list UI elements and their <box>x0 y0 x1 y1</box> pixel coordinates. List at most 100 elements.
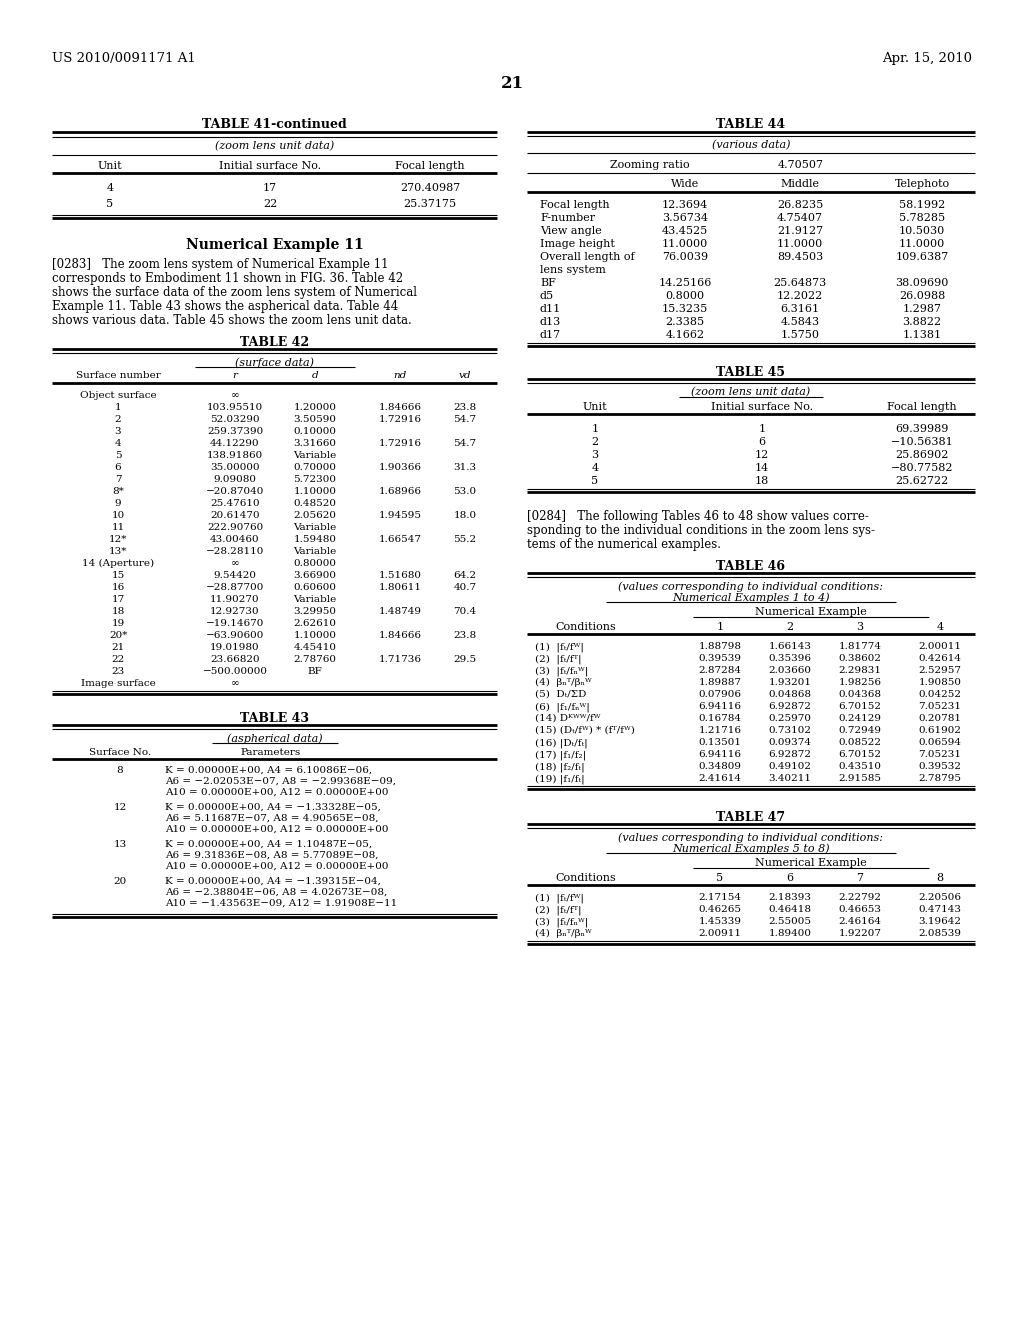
Text: 8: 8 <box>117 766 123 775</box>
Text: (values corresponding to individual conditions:: (values corresponding to individual cond… <box>618 832 884 842</box>
Text: 3.66900: 3.66900 <box>294 572 337 579</box>
Text: 2.08539: 2.08539 <box>919 929 962 939</box>
Text: d11: d11 <box>540 304 561 314</box>
Text: Surface number: Surface number <box>76 371 161 380</box>
Text: −28.87700: −28.87700 <box>206 583 264 591</box>
Text: 4: 4 <box>106 183 114 193</box>
Text: −500.00000: −500.00000 <box>203 667 267 676</box>
Text: (1)  |fₜ/fᵂ|: (1) |fₜ/fᵂ| <box>535 894 584 903</box>
Text: 15: 15 <box>112 572 125 579</box>
Text: 2: 2 <box>592 437 599 447</box>
Text: 15.3235: 15.3235 <box>662 304 709 314</box>
Text: A10 = 0.00000E+00, A12 = 0.00000E+00: A10 = 0.00000E+00, A12 = 0.00000E+00 <box>165 788 388 797</box>
Text: 23.66820: 23.66820 <box>210 655 260 664</box>
Text: TABLE 44: TABLE 44 <box>717 117 785 131</box>
Text: Focal length: Focal length <box>887 403 956 412</box>
Text: 21.9127: 21.9127 <box>777 226 823 236</box>
Text: (5)  Dₜ/ΣD: (5) Dₜ/ΣD <box>535 690 587 700</box>
Text: vd: vd <box>459 371 471 380</box>
Text: K = 0.00000E+00, A4 = −1.39315E−04,: K = 0.00000E+00, A4 = −1.39315E−04, <box>165 876 381 886</box>
Text: (19) |f₁/fₜ|: (19) |f₁/fₜ| <box>535 774 585 784</box>
Text: 1.72916: 1.72916 <box>379 440 422 447</box>
Text: US 2010/0091171 A1: US 2010/0091171 A1 <box>52 51 196 65</box>
Text: 18: 18 <box>755 477 769 486</box>
Text: 1: 1 <box>115 403 121 412</box>
Text: −10.56381: −10.56381 <box>891 437 953 447</box>
Text: 3.56734: 3.56734 <box>662 213 708 223</box>
Text: Variable: Variable <box>293 546 337 556</box>
Text: A6 = 9.31836E−08, A8 = 5.77089E−08,: A6 = 9.31836E−08, A8 = 5.77089E−08, <box>165 851 379 861</box>
Text: 12.3694: 12.3694 <box>662 201 709 210</box>
Text: A6 = −2.38804E−06, A8 = 4.02673E−08,: A6 = −2.38804E−06, A8 = 4.02673E−08, <box>165 888 387 898</box>
Text: 6.92872: 6.92872 <box>768 750 811 759</box>
Text: 1: 1 <box>717 622 724 632</box>
Text: 259.37390: 259.37390 <box>207 426 263 436</box>
Text: 7: 7 <box>115 475 121 484</box>
Text: A10 = 0.00000E+00, A12 = 0.00000E+00: A10 = 0.00000E+00, A12 = 0.00000E+00 <box>165 825 388 834</box>
Text: 3.29950: 3.29950 <box>294 607 337 616</box>
Text: 0.46418: 0.46418 <box>768 906 811 913</box>
Text: 1.1381: 1.1381 <box>902 330 941 341</box>
Text: 9.54420: 9.54420 <box>213 572 256 579</box>
Text: Focal length: Focal length <box>540 201 609 210</box>
Text: corresponds to Embodiment 11 shown in FIG. 36. Table 42: corresponds to Embodiment 11 shown in FI… <box>52 272 403 285</box>
Text: 18.0: 18.0 <box>454 511 476 520</box>
Text: 0.38602: 0.38602 <box>839 653 882 663</box>
Text: (2)  |fₜ/fᵀ|: (2) |fₜ/fᵀ| <box>535 906 582 915</box>
Text: 9: 9 <box>115 499 121 508</box>
Text: 3: 3 <box>115 426 121 436</box>
Text: Unit: Unit <box>97 161 122 172</box>
Text: TABLE 46: TABLE 46 <box>717 560 785 573</box>
Text: Middle: Middle <box>780 180 819 189</box>
Text: 0.42614: 0.42614 <box>919 653 962 663</box>
Text: A10 = 0.00000E+00, A12 = 0.00000E+00: A10 = 0.00000E+00, A12 = 0.00000E+00 <box>165 862 388 871</box>
Text: 6: 6 <box>759 437 766 447</box>
Text: −20.87040: −20.87040 <box>206 487 264 496</box>
Text: 3.31660: 3.31660 <box>294 440 337 447</box>
Text: A6 = 5.11687E−07, A8 = 4.90565E−08,: A6 = 5.11687E−07, A8 = 4.90565E−08, <box>165 814 379 822</box>
Text: 2.22792: 2.22792 <box>839 894 882 902</box>
Text: 6.70152: 6.70152 <box>839 750 882 759</box>
Text: 22: 22 <box>112 655 125 664</box>
Text: 0.04868: 0.04868 <box>768 690 811 700</box>
Text: Numerical Examples 1 to 4): Numerical Examples 1 to 4) <box>672 591 829 602</box>
Text: d5: d5 <box>540 290 554 301</box>
Text: 14 (Aperture): 14 (Aperture) <box>82 558 154 568</box>
Text: 14.25166: 14.25166 <box>658 279 712 288</box>
Text: 5: 5 <box>717 873 724 883</box>
Text: 0.08522: 0.08522 <box>839 738 882 747</box>
Text: 21: 21 <box>112 643 125 652</box>
Text: (18) |f₂/fₜ|: (18) |f₂/fₜ| <box>535 762 585 772</box>
Text: 2.03660: 2.03660 <box>768 667 811 675</box>
Text: 26.8235: 26.8235 <box>777 201 823 210</box>
Text: d13: d13 <box>540 317 561 327</box>
Text: (14) Dᴷᵂᵂ/fᵂ: (14) Dᴷᵂᵂ/fᵂ <box>535 714 600 723</box>
Text: 2.78760: 2.78760 <box>294 655 337 664</box>
Text: Parameters: Parameters <box>240 748 300 756</box>
Text: (3)  |fₜ/fₙᵂ|: (3) |fₜ/fₙᵂ| <box>535 667 589 676</box>
Text: 7.05231: 7.05231 <box>919 750 962 759</box>
Text: 1.93201: 1.93201 <box>768 678 811 686</box>
Text: 21: 21 <box>501 75 523 92</box>
Text: 1.81774: 1.81774 <box>839 642 882 651</box>
Text: 8*: 8* <box>112 487 124 496</box>
Text: (aspherical data): (aspherical data) <box>226 733 323 743</box>
Text: 2.18393: 2.18393 <box>768 894 811 902</box>
Text: 25.47610: 25.47610 <box>210 499 260 508</box>
Text: Numerical Example 11: Numerical Example 11 <box>185 238 364 252</box>
Text: 17: 17 <box>112 595 125 605</box>
Text: 6.3161: 6.3161 <box>780 304 819 314</box>
Text: 1.68966: 1.68966 <box>379 487 422 496</box>
Text: 6.94116: 6.94116 <box>698 702 741 711</box>
Text: 4.1662: 4.1662 <box>666 330 705 341</box>
Text: 25.37175: 25.37175 <box>403 199 457 209</box>
Text: 0.09374: 0.09374 <box>768 738 811 747</box>
Text: −19.14670: −19.14670 <box>206 619 264 628</box>
Text: 19: 19 <box>112 619 125 628</box>
Text: TABLE 45: TABLE 45 <box>717 366 785 379</box>
Text: 1.72916: 1.72916 <box>379 414 422 424</box>
Text: 0.39539: 0.39539 <box>698 653 741 663</box>
Text: (zoom lens unit data): (zoom lens unit data) <box>691 387 811 397</box>
Text: 11.0000: 11.0000 <box>777 239 823 249</box>
Text: (values corresponding to individual conditions:: (values corresponding to individual cond… <box>618 581 884 591</box>
